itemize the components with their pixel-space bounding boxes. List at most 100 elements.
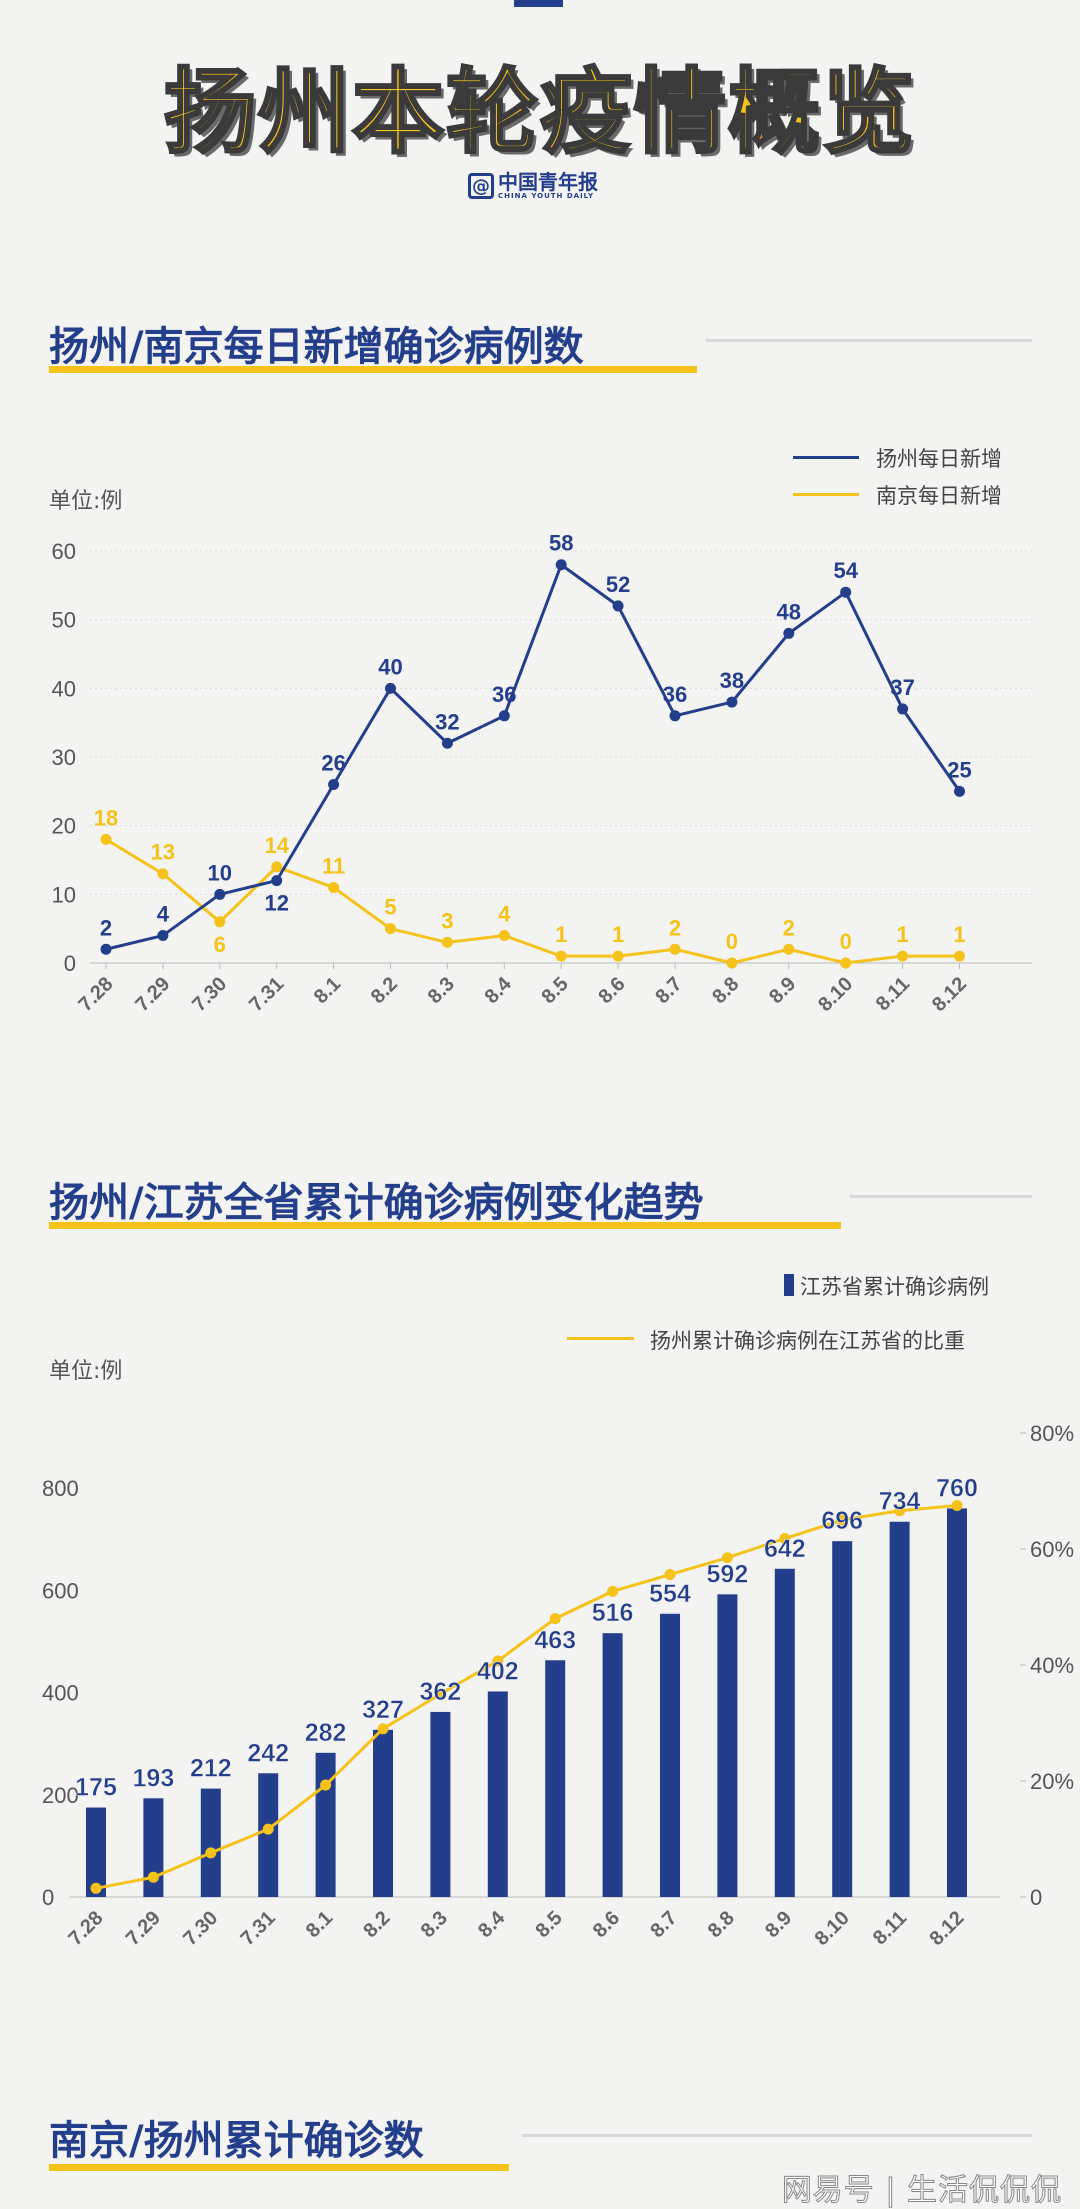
ratio-point — [147, 1871, 159, 1883]
data-point — [783, 943, 795, 955]
data-point — [100, 943, 112, 955]
bar — [660, 1613, 680, 1897]
y-left-tick-label: 200 — [42, 1783, 79, 1808]
data-label: 1 — [555, 922, 567, 947]
bar — [373, 1729, 393, 1897]
data-label: 2 — [783, 915, 795, 940]
x-tick-label: 8.11 — [869, 1907, 911, 1949]
section-rule — [850, 1195, 1032, 1198]
x-tick-label: 8.3 — [424, 973, 459, 1008]
bar-value-label: 402 — [477, 1657, 519, 1685]
page-title: 扬州本轮疫情概览 — [162, 58, 916, 168]
ratio-line — [95, 1504, 958, 1890]
bar-value-label: 592 — [707, 1560, 749, 1588]
x-tick-label: 7.31 — [245, 973, 288, 1016]
y-right-tick-label: 20% — [1030, 1769, 1074, 1794]
data-point — [441, 936, 453, 948]
data-point — [498, 710, 510, 722]
data-point — [100, 833, 112, 845]
x-tick-label: 8.7 — [651, 973, 686, 1008]
y-tick-label: 60 — [52, 539, 76, 564]
x-tick-label: 8.12 — [928, 973, 971, 1016]
y-right-tick-label: 80% — [1030, 1421, 1074, 1446]
bar-value-label: 696 — [821, 1507, 863, 1535]
bar-value-label: 516 — [592, 1599, 634, 1627]
section-underline — [49, 2164, 509, 2171]
x-tick-label: 8.6 — [589, 1907, 624, 1942]
watermark: 网易号 | 生活侃侃侃 — [781, 2173, 1062, 2209]
x-tick-label: 8.11 — [872, 973, 914, 1015]
top-decor-bar — [514, 0, 563, 7]
data-point — [157, 868, 169, 880]
x-tick-label: 7.28 — [64, 1907, 107, 1950]
legend-swatch-ratio — [567, 1337, 634, 1340]
ratio-point — [951, 1500, 963, 1511]
data-label: 26 — [321, 750, 345, 775]
data-label: 13 — [151, 840, 175, 865]
data-point — [954, 785, 965, 797]
bar — [143, 1798, 164, 1897]
data-point — [385, 682, 396, 694]
ratio-point — [836, 1514, 848, 1526]
data-point — [726, 696, 738, 708]
series-line-1 — [105, 838, 960, 965]
y-left-tick-label: 600 — [42, 1578, 79, 1603]
unit-label: 单位:例 — [49, 1359, 123, 1384]
legend-nanjing: 南京每日新增 — [876, 484, 1002, 508]
bar — [430, 1711, 451, 1897]
ratio-point — [607, 1585, 619, 1597]
legend-swatch-yangzhou — [793, 456, 859, 459]
y-tick-label: 50 — [52, 608, 76, 633]
data-point — [840, 586, 852, 598]
bar — [832, 1541, 853, 1897]
bar — [545, 1660, 566, 1897]
ratio-point — [320, 1779, 332, 1791]
data-point — [726, 957, 738, 969]
data-label: 12 — [264, 891, 288, 916]
data-point — [498, 930, 510, 942]
data-label: 1 — [896, 922, 908, 947]
x-tick-label: 8.6 — [594, 973, 629, 1008]
ratio-point — [90, 1882, 102, 1894]
x-tick-label: 8.4 — [474, 1906, 510, 1942]
bar-value-label: 282 — [305, 1719, 347, 1747]
y-tick-label: 30 — [52, 745, 76, 770]
x-tick-label: 8.10 — [811, 1907, 854, 1950]
data-label: 54 — [833, 558, 858, 583]
y-right-tick-label: 0 — [1030, 1885, 1042, 1910]
data-point — [669, 943, 681, 955]
x-tick-label: 7.29 — [122, 1907, 165, 1950]
bar-value-label: 242 — [247, 1739, 289, 1767]
data-point — [441, 737, 453, 749]
data-point — [385, 923, 396, 935]
bar-value-label: 760 — [936, 1474, 978, 1502]
x-tick-label: 8.1 — [302, 1907, 337, 1942]
data-point — [840, 957, 852, 969]
data-point — [669, 710, 681, 722]
legend-jiangsu: 江苏省累计确诊病例 — [800, 1275, 989, 1299]
data-point — [897, 950, 909, 962]
logo-english: CHINA YOUTH DAILY — [498, 192, 595, 200]
x-tick-label: 7.29 — [131, 973, 174, 1016]
x-tick-label: 8.5 — [538, 973, 573, 1008]
data-label: 36 — [492, 682, 516, 707]
section-title-total: 南京/扬州累计确诊数 — [49, 2118, 424, 2164]
data-label: 3 — [441, 908, 453, 933]
x-tick-label: 8.9 — [765, 973, 800, 1008]
bar-value-label: 362 — [420, 1678, 462, 1706]
x-tick-label: 8.8 — [708, 973, 743, 1008]
bar — [717, 1594, 738, 1897]
data-point — [783, 627, 795, 639]
bar-value-label: 554 — [649, 1580, 691, 1608]
data-point — [612, 600, 624, 612]
data-label: 0 — [726, 929, 738, 954]
data-label: 6 — [214, 932, 226, 957]
x-tick-label: 8.5 — [532, 1907, 567, 1942]
unit-label: 单位:例 — [49, 489, 123, 514]
ratio-point — [205, 1847, 217, 1859]
x-tick-label: 8.3 — [417, 1907, 452, 1942]
logo-name: 中国青年报 — [498, 170, 598, 194]
data-label: 38 — [720, 668, 744, 693]
data-label: 2 — [669, 915, 681, 940]
